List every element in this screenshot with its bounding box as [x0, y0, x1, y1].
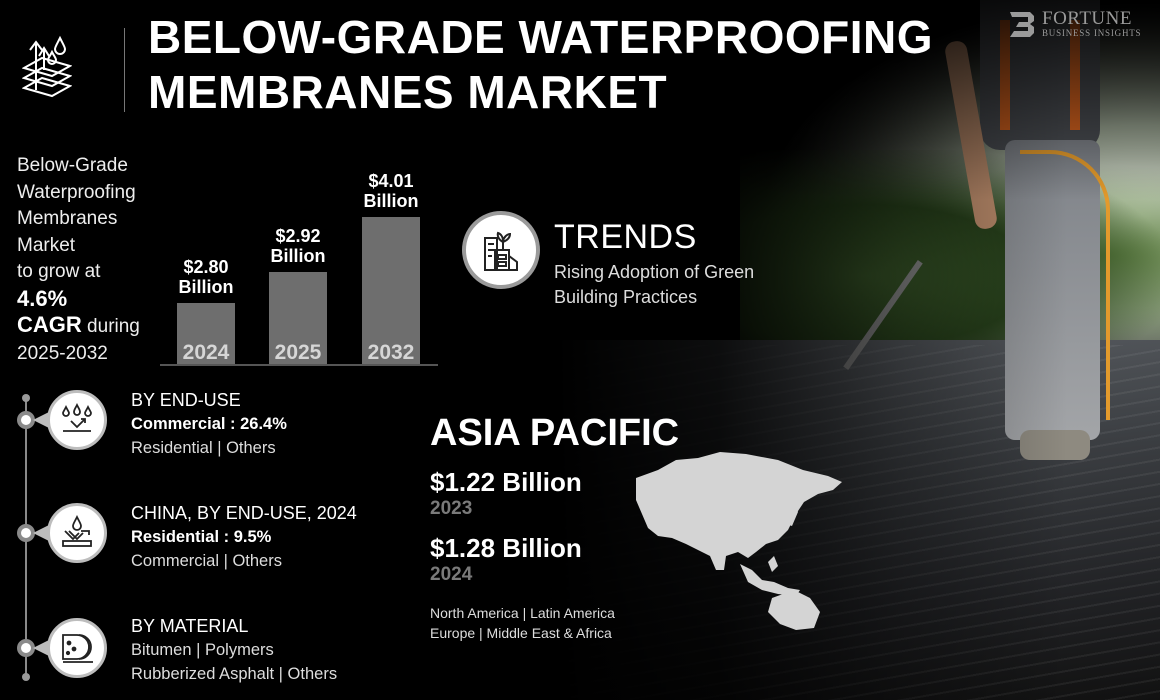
layered-membrane-water-drops-icon: [21, 30, 73, 102]
segment-icon-circle: [47, 390, 107, 450]
region-value-2023: $1.22 Billion: [430, 467, 582, 497]
asia-pacific-map-icon: [636, 452, 842, 630]
trend-icon-circle: [462, 211, 540, 289]
cagr-line: to grow at: [17, 261, 101, 282]
logo-name: FORTUNE: [1042, 8, 1132, 29]
segment-icon-circle: [47, 503, 107, 563]
cagr-period: 2025-2032: [17, 342, 108, 364]
region-value-2024: $1.28 Billion: [430, 533, 582, 563]
bar-2024: $2.80 Billion 2024: [177, 257, 235, 364]
bar-year: 2025: [274, 341, 322, 364]
segment-heading: CHINA, BY END-USE, 2024: [131, 503, 357, 523]
trend-line: Rising Adoption of Green: [554, 262, 755, 282]
header-divider: [124, 28, 125, 112]
trends-description: Rising Adoption of Green Building Practi…: [554, 260, 754, 310]
water-repellent-surface-icon: [62, 515, 92, 547]
segment-others: Residential | Others: [131, 439, 276, 457]
water-drops-surface-icon: [62, 403, 92, 432]
timeline-end-dot: [22, 673, 30, 681]
segment-highlight: Commercial : 26.4%: [131, 415, 287, 433]
logo-subtitle: BUSINESS INSIGHTS: [1042, 28, 1142, 38]
bar-2032: $4.01 Billion 2032: [362, 171, 420, 364]
segment-heading: BY END-USE: [131, 390, 241, 410]
other-regions: Europe | Middle East & Africa: [430, 625, 612, 641]
segment-heading: BY MATERIAL: [131, 616, 249, 636]
chart-baseline: [160, 364, 438, 366]
segment-highlight: Residential : 9.5%: [131, 528, 272, 546]
segment-others: Commercial | Others: [131, 552, 282, 570]
bar-year: 2024: [182, 341, 230, 364]
segment-pointer: [33, 411, 51, 429]
trend-line: Building Practices: [554, 287, 698, 307]
cagr-line: Membranes: [17, 208, 118, 229]
bar-value: $4.01: [368, 171, 414, 191]
page-title: BELOW-GRADE WATERPROOFING MEMBRANES MARK…: [148, 10, 933, 120]
bar-unit: Billion: [363, 191, 419, 211]
segment-icon-circle: [47, 618, 107, 678]
bar-unit: Billion: [178, 277, 234, 297]
region-year-2024: 2024: [430, 564, 473, 585]
bar-value-label: $2.92 Billion: [249, 226, 347, 266]
title-line-2: MEMBRANES MARKET: [148, 66, 668, 118]
title-line-1: BELOW-GRADE WATERPROOFING: [148, 11, 934, 63]
segment-pointer: [33, 524, 51, 542]
bar-value-label: $2.80 Billion: [157, 257, 255, 297]
bar-year: 2032: [367, 341, 415, 364]
bar-2025: $2.92 Billion 2025: [269, 226, 327, 364]
fortune-fb-logo-icon: [1010, 12, 1034, 37]
cagr-summary: Below-Grade Waterproofing Membranes Mark…: [17, 153, 140, 367]
segment-others: Bitumen | Polymers: [131, 641, 274, 659]
region-title: ASIA PACIFIC: [430, 412, 680, 454]
other-regions: North America | Latin America: [430, 605, 615, 621]
cagr-label-line: CAGR during: [17, 312, 140, 341]
region-year-2023: 2023: [430, 498, 473, 519]
segment-others: Rubberized Asphalt | Others: [131, 665, 338, 683]
cagr-line: Market: [17, 234, 76, 256]
segment-pointer: [33, 639, 51, 657]
cagr-label: CAGR: [17, 312, 82, 337]
cagr-during: during: [81, 316, 140, 337]
bar-unit: Billion: [270, 246, 326, 266]
timeline-end-dot: [22, 394, 30, 402]
cagr-line: Waterproofing: [17, 181, 136, 203]
market-size-bar-chart: $2.80 Billion 2024 $2.92 Billion 2025 $4…: [160, 160, 438, 368]
cagr-rate: 4.6%: [17, 285, 68, 311]
bar-value: $2.80: [183, 257, 229, 277]
cagr-line: Below-Grade: [17, 155, 128, 176]
green-building-icon: [484, 231, 518, 271]
trends-title: TRENDS: [554, 218, 697, 256]
membrane-roll-icon: [62, 634, 93, 663]
bar-value: $2.92: [275, 226, 321, 246]
fortune-business-insights-logo: FORTUNE BUSINESS INSIGHTS: [1006, 8, 1142, 38]
region-asia-pacific: ASIA PACIFIC $1.22 Billion 2023 $1.28 Bi…: [430, 411, 679, 643]
bar-value-label: $4.01 Billion: [342, 171, 440, 211]
